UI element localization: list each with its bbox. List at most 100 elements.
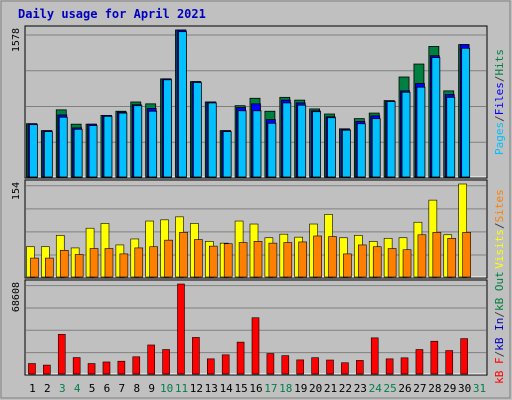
- x-tick-13: 13: [205, 382, 218, 395]
- x-tick-26: 26: [398, 382, 411, 395]
- y-max-label: 154: [11, 182, 22, 200]
- bar-pages-28: [431, 57, 441, 178]
- bar-kbf-5: [87, 363, 96, 375]
- x-tick-22: 22: [339, 382, 352, 395]
- bar-pages-2: [43, 131, 53, 178]
- bar-sites-26: [402, 249, 412, 278]
- bar-kbf-11: [177, 283, 185, 375]
- bar-sites-27: [417, 234, 427, 278]
- legend-hits: Hits: [493, 49, 506, 76]
- bar-pages-4: [73, 128, 83, 178]
- bar-pages-21: [327, 117, 336, 178]
- bar-pages-29: [446, 96, 456, 178]
- x-tick-2: 2: [44, 382, 51, 395]
- bar-sites-29: [447, 238, 457, 278]
- bar-pages-19: [297, 104, 307, 178]
- x-tick-10: 10: [160, 382, 173, 395]
- bar-kbf-16: [251, 317, 260, 375]
- x-tick-18: 18: [279, 382, 292, 395]
- panel-3: 68608 kB F/kB In/kB Out: [11, 271, 506, 384]
- bar-pages-17: [267, 122, 277, 178]
- bar-kbf-26: [400, 357, 409, 375]
- bar-kbf-15: [236, 341, 245, 375]
- bar-pages-7: [118, 112, 128, 178]
- chart-panels: 1578Pages/Files/Hits154Visits/Sites68608…: [11, 25, 506, 384]
- legend-: /: [493, 351, 506, 358]
- bar-pages-11: [178, 31, 187, 178]
- x-tick-16: 16: [249, 382, 262, 395]
- x-tick-8: 8: [133, 382, 140, 395]
- x-tick-4: 4: [74, 382, 81, 395]
- bar-sites-3: [59, 250, 69, 278]
- bar-pages-16: [252, 110, 262, 178]
- bar-sites-28: [432, 232, 442, 278]
- x-tick-5: 5: [89, 382, 96, 395]
- bar-sites-23: [358, 244, 367, 278]
- bar-sites-6: [104, 248, 114, 278]
- bar-sites-4: [74, 254, 84, 278]
- bar-sites-2: [45, 257, 54, 278]
- bar-kbf-4: [72, 357, 81, 375]
- legend-: /: [493, 311, 506, 318]
- x-tick-27: 27: [413, 382, 426, 395]
- bar-sites-18: [283, 242, 293, 278]
- panel-legend: Visits/Sites: [493, 189, 506, 269]
- bar-kbf-29: [445, 350, 454, 375]
- x-tick-9: 9: [148, 382, 155, 395]
- bar-pages-3: [58, 116, 68, 178]
- bar-kbf-3: [57, 334, 66, 375]
- legend-visits: Visits: [493, 229, 506, 269]
- x-tick-20: 20: [309, 382, 322, 395]
- bar-kbf-7: [117, 360, 126, 375]
- bar-sites-10: [164, 239, 173, 278]
- x-tick-7: 7: [119, 382, 126, 395]
- bar-pages-30: [461, 47, 471, 178]
- x-tick-1: 1: [29, 382, 36, 395]
- bar-sites-25: [387, 248, 397, 278]
- bar-sites-8: [134, 247, 144, 278]
- bar-pages-23: [356, 123, 366, 178]
- x-tick-17: 17: [264, 382, 277, 395]
- bar-pages-1: [29, 124, 38, 178]
- x-tick-14: 14: [220, 382, 234, 395]
- x-tick-6: 6: [104, 382, 111, 395]
- x-tick-11: 11: [175, 382, 188, 395]
- legend-pages: Pages: [493, 122, 506, 155]
- x-tick-23: 23: [354, 382, 367, 395]
- x-tick-30: 30: [458, 382, 471, 395]
- legend-sites: Sites: [493, 189, 506, 222]
- chart-title: Daily usage for April 2021: [18, 7, 206, 21]
- bar-kbf-13: [206, 358, 215, 375]
- bar-sites-19: [298, 241, 308, 278]
- bar-kbf-19: [296, 359, 305, 375]
- bar-pages-24: [371, 118, 381, 178]
- bar-kbf-24: [370, 337, 379, 375]
- bar-pages-27: [416, 86, 426, 178]
- bar-sites-13: [208, 245, 218, 278]
- bar-sites-21: [328, 236, 337, 278]
- x-axis-labels: 1 2 3 4 5 6 7 8 9 10 11 12 13 14 15 16 17 18 19 20 21 22 23 24 2…: [29, 382, 486, 395]
- bar-kbf-20: [311, 357, 319, 375]
- bar-sites-15: [238, 242, 248, 278]
- bar-kbf-21: [326, 359, 334, 375]
- bar-kbf-17: [266, 353, 275, 375]
- panel-legend: kB F/kB In/kB Out: [493, 271, 506, 384]
- bar-sites-22: [343, 253, 352, 278]
- y-max-label: 68608: [11, 282, 22, 312]
- bar-kbf-22: [341, 362, 349, 375]
- bar-sites-12: [194, 239, 203, 278]
- legend-kbout: kB Out: [493, 271, 506, 311]
- bar-pages-20: [312, 111, 322, 178]
- x-tick-15: 15: [234, 382, 247, 395]
- x-tick-29: 29: [443, 382, 456, 395]
- bar-pages-8: [133, 105, 143, 178]
- bar-pages-22: [342, 129, 351, 178]
- bar-pages-10: [163, 79, 172, 178]
- bar-pages-5: [88, 125, 98, 178]
- legend-files: Files: [493, 82, 506, 115]
- bar-kbf-1: [28, 363, 36, 375]
- legend-: /: [493, 222, 506, 229]
